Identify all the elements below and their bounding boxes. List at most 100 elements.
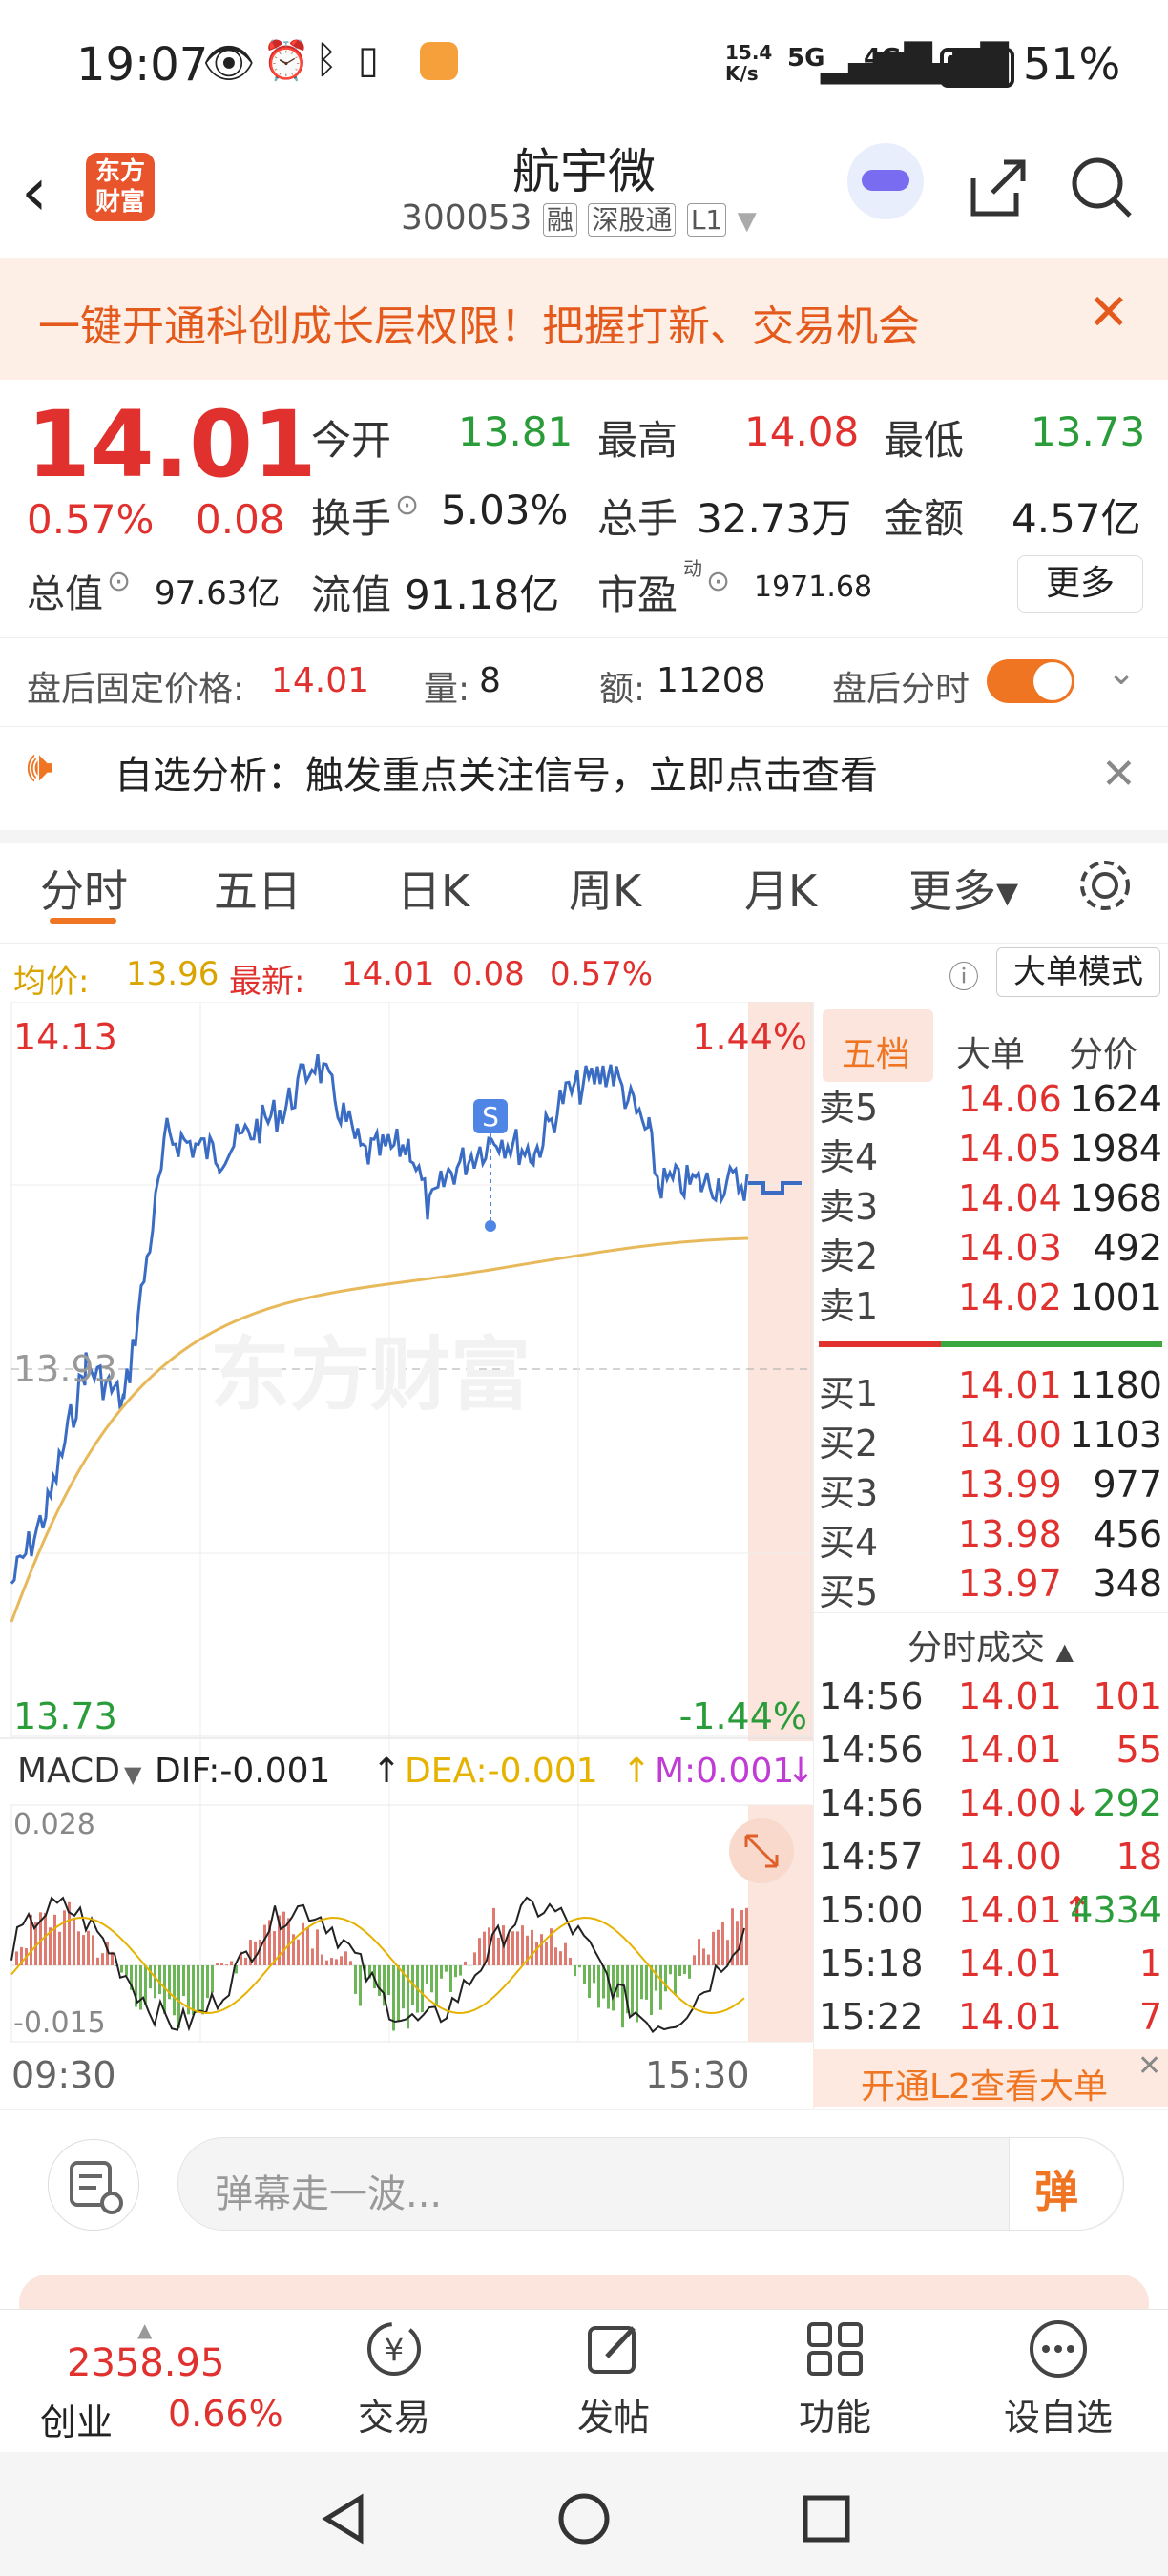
watermark: 东方财富: [210, 1328, 531, 1422]
help-icon[interactable]: ⓘ: [949, 959, 980, 995]
open-label: 今开: [311, 417, 392, 464]
chevron-up-icon: ▲: [1055, 1638, 1074, 1665]
arrow-down-icon: ↓: [786, 1752, 813, 1791]
signal-marker[interactable]: S: [473, 1099, 508, 1232]
tab-monthly-k[interactable]: 月K: [744, 865, 818, 917]
latest-change-pct: 0.57%: [550, 955, 654, 993]
macd-bar: [621, 1965, 624, 2028]
macd-bar: [650, 1965, 653, 2015]
macd-bar: [163, 1965, 166, 2014]
macd-bar: [130, 1965, 133, 1990]
danmu-send-button[interactable]: 弹: [1009, 2138, 1122, 2230]
sell-row[interactable]: 卖4 14.05 1984: [819, 1128, 1162, 1178]
buy-row[interactable]: 买2 14.00 1103: [819, 1414, 1162, 1465]
info-icon[interactable]: ⊙: [706, 565, 731, 598]
info-icon[interactable]: ⊙: [107, 565, 132, 598]
trade-price: 14.00: [958, 1836, 1062, 1878]
tab-intraday[interactable]: 分时: [40, 865, 128, 917]
search-icon[interactable]: [1069, 155, 1136, 221]
axis-top-pct: 1.44%: [692, 1016, 807, 1058]
macd-selector[interactable]: MACD: [17, 1752, 120, 1791]
index-widget[interactable]: ▲ 2358.95 创业 0.66%: [19, 2318, 305, 2443]
tab-more[interactable]: 更多▾: [908, 865, 1019, 917]
intraday-chart[interactable]: 东方财富 14.13 1.44% 13.93 13.73 -1.44% S MA…: [0, 1002, 813, 2099]
expand-icon[interactable]: [729, 1818, 794, 1883]
nav-home-icon[interactable]: [555, 2490, 613, 2547]
macd-bar: [354, 1965, 357, 1994]
tab-price-dist[interactable]: 分价: [1069, 1035, 1138, 1074]
after-hours-toggle[interactable]: [987, 659, 1074, 703]
sell-row[interactable]: 卖1 14.02 1001: [819, 1277, 1162, 1327]
tab-five-levels[interactable]: 五档: [842, 1035, 911, 1074]
macd-bar: [407, 1965, 409, 2029]
buy-row[interactable]: 买1 14.01 1180: [819, 1364, 1162, 1415]
macd-bar: [497, 1937, 500, 1965]
nav-trade[interactable]: ¥ 交易: [323, 2318, 466, 2441]
nav-post[interactable]: 发帖: [542, 2318, 685, 2441]
macd-bar: [268, 1920, 271, 1965]
tab-daily-k[interactable]: 日K: [397, 865, 470, 917]
close-icon[interactable]: ✕: [1101, 750, 1137, 799]
robot-assistant-icon[interactable]: [847, 143, 924, 219]
info-icon[interactable]: ⊙: [395, 488, 420, 522]
stock-name: 航宇微: [512, 144, 656, 199]
signal-5g: 5G: [787, 44, 825, 73]
chevron-down-icon[interactable]: ⌄: [1107, 654, 1137, 693]
macd-bar: [383, 1965, 386, 2006]
latest-change: 0.08: [452, 955, 525, 993]
close-icon[interactable]: ✕: [1088, 284, 1130, 342]
signal-4g: 4G: [864, 44, 902, 73]
tab-big-orders[interactable]: 大单: [956, 1035, 1026, 1074]
danmu-toggle-icon[interactable]: [48, 2139, 139, 2231]
macd-bar: [292, 1934, 295, 1965]
tab-five-day[interactable]: 五日: [214, 865, 302, 917]
macd-top-label: 0.028: [13, 1808, 95, 1841]
nav-back-icon[interactable]: [315, 2490, 372, 2547]
avg-label: 均价:: [13, 963, 90, 1001]
close-icon[interactable]: ✕: [1137, 2049, 1162, 2083]
tab-weekly-k[interactable]: 周K: [569, 865, 642, 917]
grid-icon: [807, 2322, 863, 2376]
trade-time: 15:18: [819, 1942, 924, 1984]
buy-row[interactable]: 买5 13.97 348: [819, 1563, 1162, 1613]
signal-bars-icon: ▂▄▆█: [821, 42, 932, 84]
promo-banner[interactable]: 一键开通科创成长层权限！把握打新、交易机会 ✕: [0, 258, 1168, 380]
trades-title[interactable]: 分时成交 ▲: [907, 1629, 1074, 1668]
sell-row[interactable]: 卖3 14.04 1968: [819, 1177, 1162, 1228]
nav-functions[interactable]: 功能: [763, 2318, 907, 2441]
trade-row: 15:00 14.01↑ 4334: [819, 1889, 1162, 1942]
macd-bar: [53, 1914, 56, 1965]
after-toggle-label: 盘后分时: [832, 670, 970, 709]
macd-bar: [92, 1935, 94, 1965]
after-fixed-label: 盘后固定价格:: [27, 670, 245, 709]
notice-bar[interactable]: 🕪 自选分析：触发重点关注信号，立即点击查看 ✕: [0, 725, 1168, 843]
app-logo[interactable]: 东方 财富: [86, 153, 155, 221]
trade-price: 14.01: [958, 1729, 1062, 1771]
more-button[interactable]: 更多: [1017, 555, 1143, 613]
buy-row[interactable]: 买4 13.98 456: [819, 1513, 1162, 1564]
app-notification-icon: [420, 42, 458, 80]
macd-bar: [597, 1965, 600, 2008]
nav-add-watchlist[interactable]: 设自选: [987, 2318, 1130, 2441]
macd-bar: [144, 1965, 147, 2005]
share-icon[interactable]: [964, 155, 1031, 221]
macd-bar: [325, 1960, 328, 1965]
danmu-input[interactable]: 弹幕走一波... 弹: [177, 2137, 1124, 2231]
macd-bar: [211, 1965, 214, 1993]
buy-row[interactable]: 买3 13.99 977: [819, 1464, 1162, 1514]
sell-row[interactable]: 卖5 14.06 1624: [819, 1078, 1162, 1129]
macd-bar: [674, 1965, 677, 1995]
macd-bar: [449, 1965, 452, 1993]
back-icon[interactable]: ‹: [21, 153, 48, 231]
chart-header: 均价: 13.96 最新: 14.01 0.08 0.57% ⓘ 大单模式: [0, 943, 1168, 1001]
macd-bar: [440, 1965, 443, 1979]
settings-icon[interactable]: [1076, 857, 1134, 914]
chevron-down-icon[interactable]: ▼: [124, 1761, 142, 1788]
macd-bar: [206, 1965, 209, 1999]
big-order-mode-button[interactable]: 大单模式: [996, 947, 1160, 997]
sell-row[interactable]: 卖2 14.03 492: [819, 1227, 1162, 1278]
l2-promo[interactable]: 开通L2查看大单 ✕: [813, 2049, 1168, 2107]
macd-m: M:0.001: [655, 1752, 794, 1791]
nav-recents-icon[interactable]: [798, 2490, 855, 2547]
trade-time: 14:56: [819, 1675, 924, 1717]
